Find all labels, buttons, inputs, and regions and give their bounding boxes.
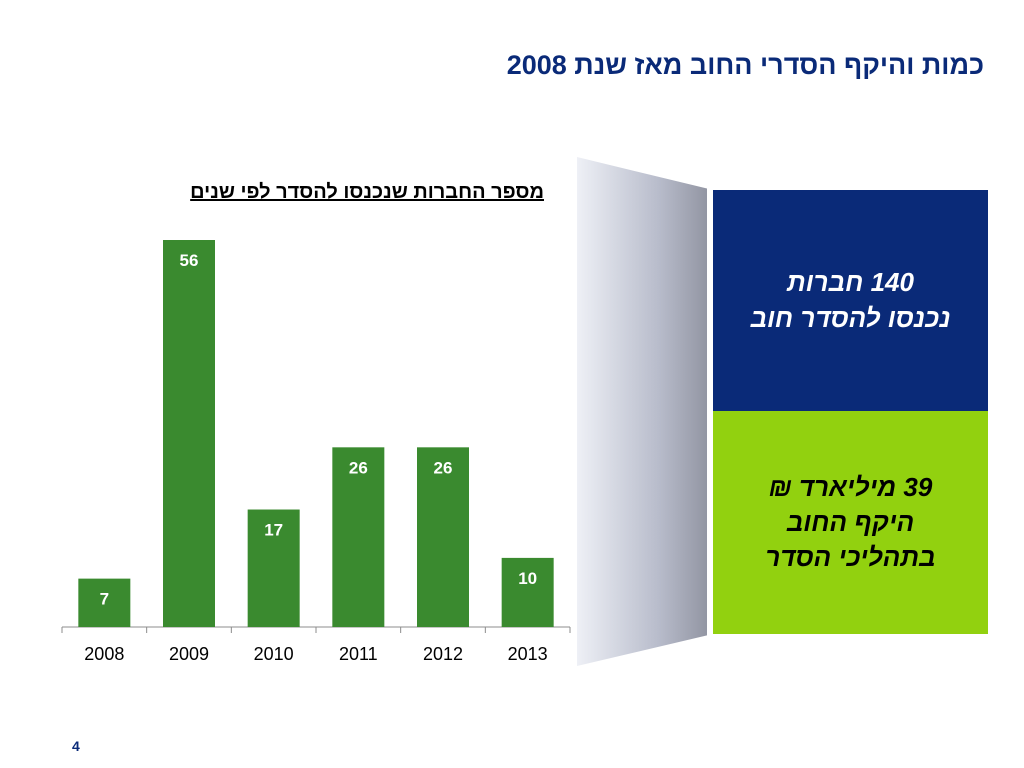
bar-2012 [417, 447, 469, 627]
x-tick-label-2008: 2008 [84, 644, 124, 664]
panel-shape [577, 157, 707, 666]
x-tick-label-2010: 2010 [254, 644, 294, 664]
data-label-2012: 26 [434, 458, 453, 477]
x-tick-label-2013: 2013 [508, 644, 548, 664]
callout-volume-line2: היקף החוב [786, 506, 915, 537]
page-number: 4 [72, 738, 80, 754]
bar-2013 [501, 557, 554, 627]
callout-volume-line3: בתהליכי הסדר [765, 542, 936, 573]
data-label-2010: 17 [264, 521, 283, 540]
x-tick-label-2009: 2009 [169, 644, 209, 664]
data-label-2013: 10 [518, 569, 537, 588]
slide-title: כמות והיקף הסדרי החוב מאז שנת 2008 [506, 50, 984, 80]
data-label-2008: 7 [100, 590, 109, 609]
callout-companies-line1: 140 חברות [787, 267, 914, 298]
data-label-2009: 56 [180, 251, 199, 270]
data-label-2011: 26 [349, 458, 368, 477]
bar-2008 [78, 578, 131, 627]
x-tick-label-2011: 2011 [339, 644, 378, 664]
bar-2011 [332, 447, 385, 627]
bar-2010 [247, 509, 300, 627]
callout-companies-line2: נכנסו להסדר חוב [750, 302, 951, 333]
callout-volume: 39 מיליארד ₪ היקף החוב בתהליכי הסדר [713, 411, 988, 634]
callout-companies: 140 חברות נכנסו להסדר חוב [713, 190, 988, 411]
x-tick-label-2012: 2012 [423, 644, 463, 664]
callout-volume-line1: 39 מיליארד ₪ [768, 471, 933, 502]
chart-title: מספר החברות שנכנסו להסדר לפי שנים [190, 181, 544, 203]
bar-2009 [163, 240, 215, 627]
perspective-panel [577, 157, 707, 666]
